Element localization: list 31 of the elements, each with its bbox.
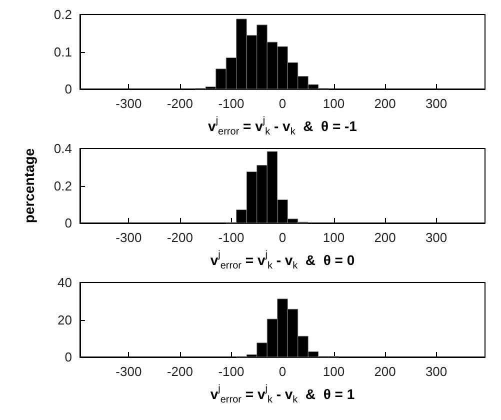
x-tick-label: -300	[116, 364, 142, 379]
x-tick-label: 300	[425, 96, 448, 111]
x-tick-label: 0	[278, 364, 286, 379]
x-tick-label: -300	[116, 230, 142, 245]
y-tick-label: 0.1	[54, 44, 72, 60]
x-tick-label: 200	[374, 230, 396, 245]
y-tick-label: 0.4	[54, 141, 72, 156]
x-tick-label: 0	[278, 96, 286, 111]
x-tick-label: 100	[322, 364, 345, 379]
x-tick-label: -200	[166, 364, 193, 379]
x-tick-label: 200	[374, 96, 396, 111]
x-tick-label: 300	[425, 364, 448, 379]
x-tick-label: -100	[218, 96, 244, 111]
y-tick-label: 0	[64, 350, 72, 364]
y-axis-title: percentage	[21, 148, 37, 224]
x-tick-label: -100	[218, 230, 244, 245]
x-tick-label: 100	[322, 230, 345, 245]
x-tick-label: 100	[322, 96, 345, 111]
y-tick-label: 0.2	[54, 178, 72, 194]
y-tick-label: 0	[64, 82, 72, 96]
x-tick-label: -200	[166, 96, 193, 111]
x-tick-label: 300	[425, 230, 448, 245]
x-tick-label: -300	[116, 96, 142, 111]
x-tick-label: 200	[374, 364, 396, 379]
x-tick-label: -200	[166, 230, 193, 245]
x-tick-label: 0	[278, 230, 286, 245]
y-tick-label: 40	[58, 275, 72, 290]
y-tick-label: 0.2	[54, 7, 72, 22]
x-tick-label: -100	[218, 364, 244, 379]
y-tick-label: 0	[64, 216, 72, 230]
y-tick-label: 20	[58, 312, 72, 328]
